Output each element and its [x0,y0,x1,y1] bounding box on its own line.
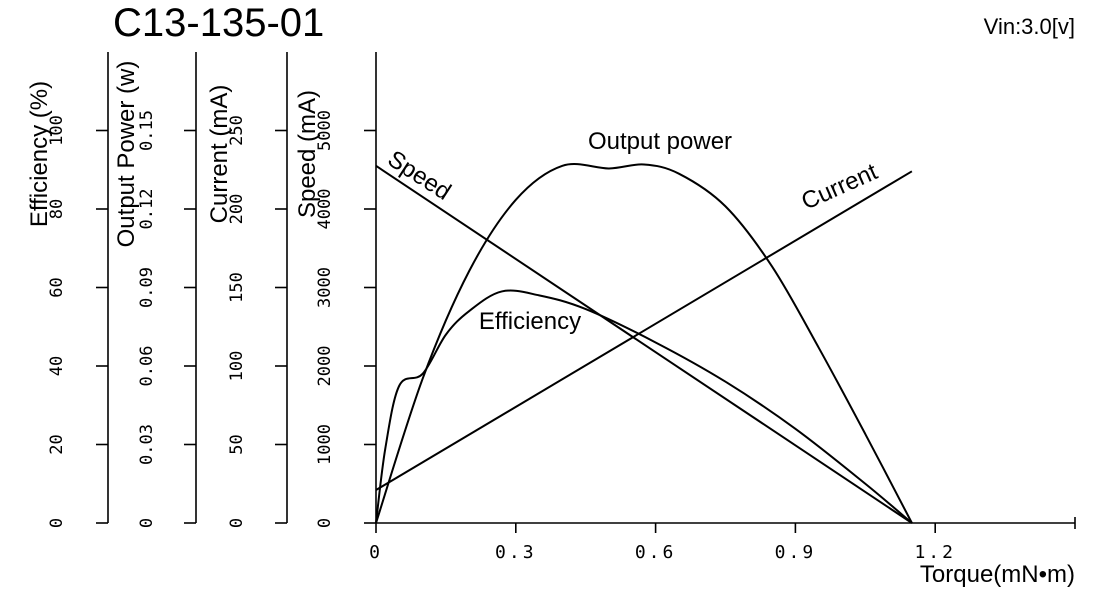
current-tick-label: 150 [227,272,247,303]
speed-axis-label: Speed (mA) [294,90,321,218]
curve-labels-group: Speed Current Output power Efficiency [383,128,882,335]
output-power-curve-label: Output power [588,128,732,155]
power-axis-label: Output Power (w) [113,61,140,248]
output-power-curve [375,163,913,524]
speed-tick-label: 0 [315,518,335,528]
x-tick-label: 0.3 [495,542,537,563]
current-tick-label: 50 [227,434,247,454]
efficiency-tick-label: 100 [47,115,67,146]
curves-group [375,163,913,524]
current-tick-label: 250 [227,115,247,146]
current-curve [375,170,913,491]
speed-curve [375,164,913,524]
power-tick-label: 0.12 [137,189,157,230]
power-tick-label: 0 [137,518,157,528]
x-tick-label: 0 [369,542,383,563]
efficiency-curve [375,289,913,524]
efficiency-axis-label: Efficiency (%) [26,81,53,227]
efficiency-tick-label: 0 [47,518,67,528]
power-tick-label: 0.15 [137,110,157,151]
efficiency-curve-label: Efficiency [479,308,581,335]
speed-tick-label: 4000 [315,189,335,230]
vin-label: Vin:3.0[v] [984,14,1075,39]
efficiency-tick-label: 60 [47,277,67,297]
x-tick-label: 0.6 [635,542,677,563]
efficiency-tick-label: 80 [47,199,67,219]
efficiency-tick-label: 40 [47,356,67,376]
power-tick-label: 0.09 [137,267,157,308]
x-tick-label: 1.2 [914,542,956,563]
current-axis-label: Current (mA) [206,85,233,224]
speed-tick-label: 5000 [315,110,335,151]
speed-curve-label: Speed [383,145,456,205]
current-tick-label: 200 [227,194,247,225]
speed-tick-label: 1000 [315,424,335,465]
speed-tick-label: 3000 [315,267,335,308]
power-tick-label: 0.03 [137,424,157,465]
x-tick-label: 0.9 [775,542,817,563]
power-tick-label: 0.06 [137,346,157,387]
current-curve-label: Current [797,158,881,215]
efficiency-tick-label: 20 [47,434,67,454]
current-tick-label: 0 [227,518,247,528]
x-axis-label: Torque(mN•m) [920,561,1075,588]
speed-tick-label: 2000 [315,346,335,387]
current-tick-label: 100 [227,351,247,382]
chart-title: C13-135-01 [113,1,324,45]
